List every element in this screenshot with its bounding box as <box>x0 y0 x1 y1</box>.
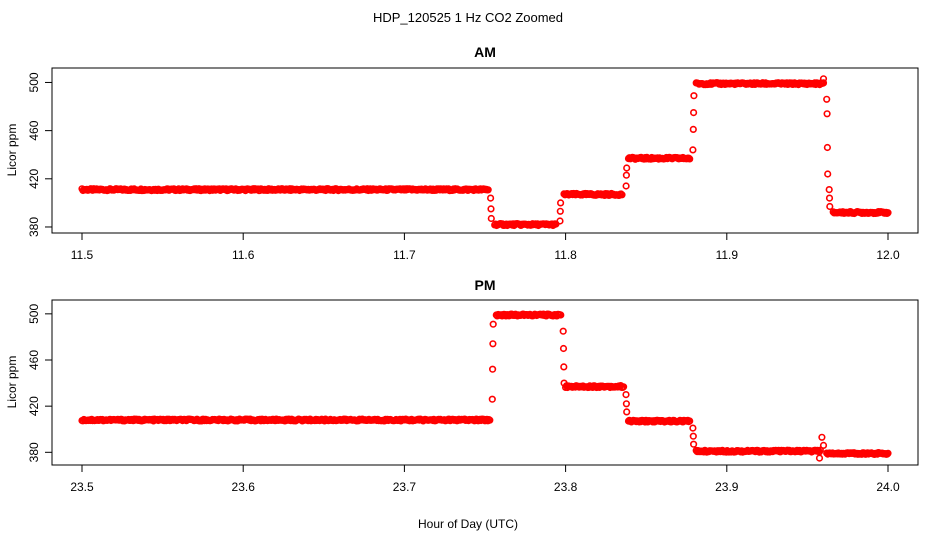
am-data-point <box>689 108 698 117</box>
pm-y-tick-label: 420 <box>27 396 41 416</box>
pm-data-points <box>78 310 892 462</box>
pm-data-point <box>622 391 630 399</box>
am-y-tick-label: 460 <box>27 120 41 140</box>
am-data-point <box>484 186 492 194</box>
am-data-point <box>556 207 564 215</box>
pm-data-point <box>559 344 568 353</box>
am-data-point <box>823 95 831 103</box>
pm-data-point <box>689 432 697 440</box>
am-data-point <box>622 171 631 179</box>
am-data-point <box>825 194 834 202</box>
am-data-point <box>556 217 564 225</box>
am-x-tick-label: 11.9 <box>716 248 739 262</box>
am-x-tick-label: 11.7 <box>393 248 416 262</box>
pm-x-tick-label: 23.7 <box>393 480 417 494</box>
pm-data-point <box>623 408 631 416</box>
am-x-tick-label: 11.6 <box>232 248 255 262</box>
am-data-point <box>686 155 694 163</box>
pm-data-point <box>489 365 497 373</box>
am-data-point <box>487 205 495 213</box>
am-data-point <box>819 79 828 87</box>
am-data-point <box>823 110 831 118</box>
pm-y-axis-label: Licor ppm <box>5 356 19 409</box>
pm-data-point <box>819 441 828 450</box>
pm-data-point <box>689 424 697 432</box>
am-data-point <box>689 146 697 154</box>
am-data-point <box>825 186 833 194</box>
pm-x-tick-label: 23.8 <box>554 480 578 494</box>
am-data-point <box>819 75 828 83</box>
am-data-point <box>690 92 698 100</box>
pm-panel-title: PM <box>475 277 496 293</box>
am-data-points <box>78 75 892 230</box>
pm-data-point <box>560 379 568 387</box>
am-x-tick-label: 11.8 <box>554 248 577 262</box>
pm-plot-frame <box>51 299 919 466</box>
am-data-point <box>884 209 892 217</box>
pm-axis-ticks: 23.5 23.6 23.7 23.8 23.9 24.0 380 420 460 500 <box>27 304 900 494</box>
pm-y-tick-label: 460 <box>27 350 41 370</box>
pm-data-point <box>816 446 824 454</box>
am-panel-title: AM <box>474 44 496 60</box>
pm-panel: PM Licor ppm 23.5 23.6 23.7 23.8 23.9 24.0 380… <box>5 277 919 494</box>
am-y-tick-label: 420 <box>27 168 41 188</box>
x-axis-label: Hour of Day (UTC) <box>418 517 518 531</box>
pm-x-tick-label: 23.6 <box>232 480 256 494</box>
am-x-tick-label: 11.5 <box>71 248 94 262</box>
figure-title: HDP_120525 1 Hz CO2 Zoomed <box>373 10 563 25</box>
am-data-point <box>618 191 626 199</box>
am-data-point <box>689 125 697 133</box>
am-x-tick-label: 12.0 <box>876 248 900 262</box>
pm-x-tick-label: 23.9 <box>715 480 739 494</box>
pm-x-tick-label: 24.0 <box>876 480 900 494</box>
am-plot-frame <box>51 67 919 234</box>
am-data-point <box>487 194 495 202</box>
pm-data-point <box>560 363 568 371</box>
pm-data-point <box>489 340 497 348</box>
pm-data-point <box>489 320 497 328</box>
pm-y-tick-label: 380 <box>27 442 41 462</box>
am-data-point <box>556 199 565 207</box>
pm-y-tick-label: 500 <box>27 304 41 324</box>
am-data-point <box>823 143 832 152</box>
pm-data-point <box>689 440 698 448</box>
pm-data-point <box>815 454 824 462</box>
pm-data-point <box>619 383 628 391</box>
am-data-point <box>826 202 834 211</box>
am-data-point <box>623 164 631 172</box>
pm-data-point <box>686 417 694 425</box>
pm-x-tick-label: 23.5 <box>70 480 94 494</box>
pm-data-point <box>559 327 567 335</box>
am-y-axis-label: Licor ppm <box>5 124 19 177</box>
am-panel: AM Licor ppm 11.5 11.6 11.7 11.8 11.9 12.0 380… <box>5 44 919 262</box>
pm-data-point <box>818 433 826 441</box>
pm-data-point <box>488 395 496 403</box>
am-data-point <box>487 214 495 223</box>
pm-data-point <box>622 400 631 408</box>
pm-data-point <box>557 311 565 319</box>
am-data-point <box>824 170 832 178</box>
pm-data-point <box>486 416 494 424</box>
am-axis-ticks: 11.5 11.6 11.7 11.8 11.9 12.0 380 420 460 500 <box>27 72 900 262</box>
am-data-point <box>622 182 630 190</box>
am-y-tick-label: 500 <box>27 72 41 92</box>
pm-data-point <box>884 449 892 457</box>
am-y-tick-label: 380 <box>27 217 41 237</box>
